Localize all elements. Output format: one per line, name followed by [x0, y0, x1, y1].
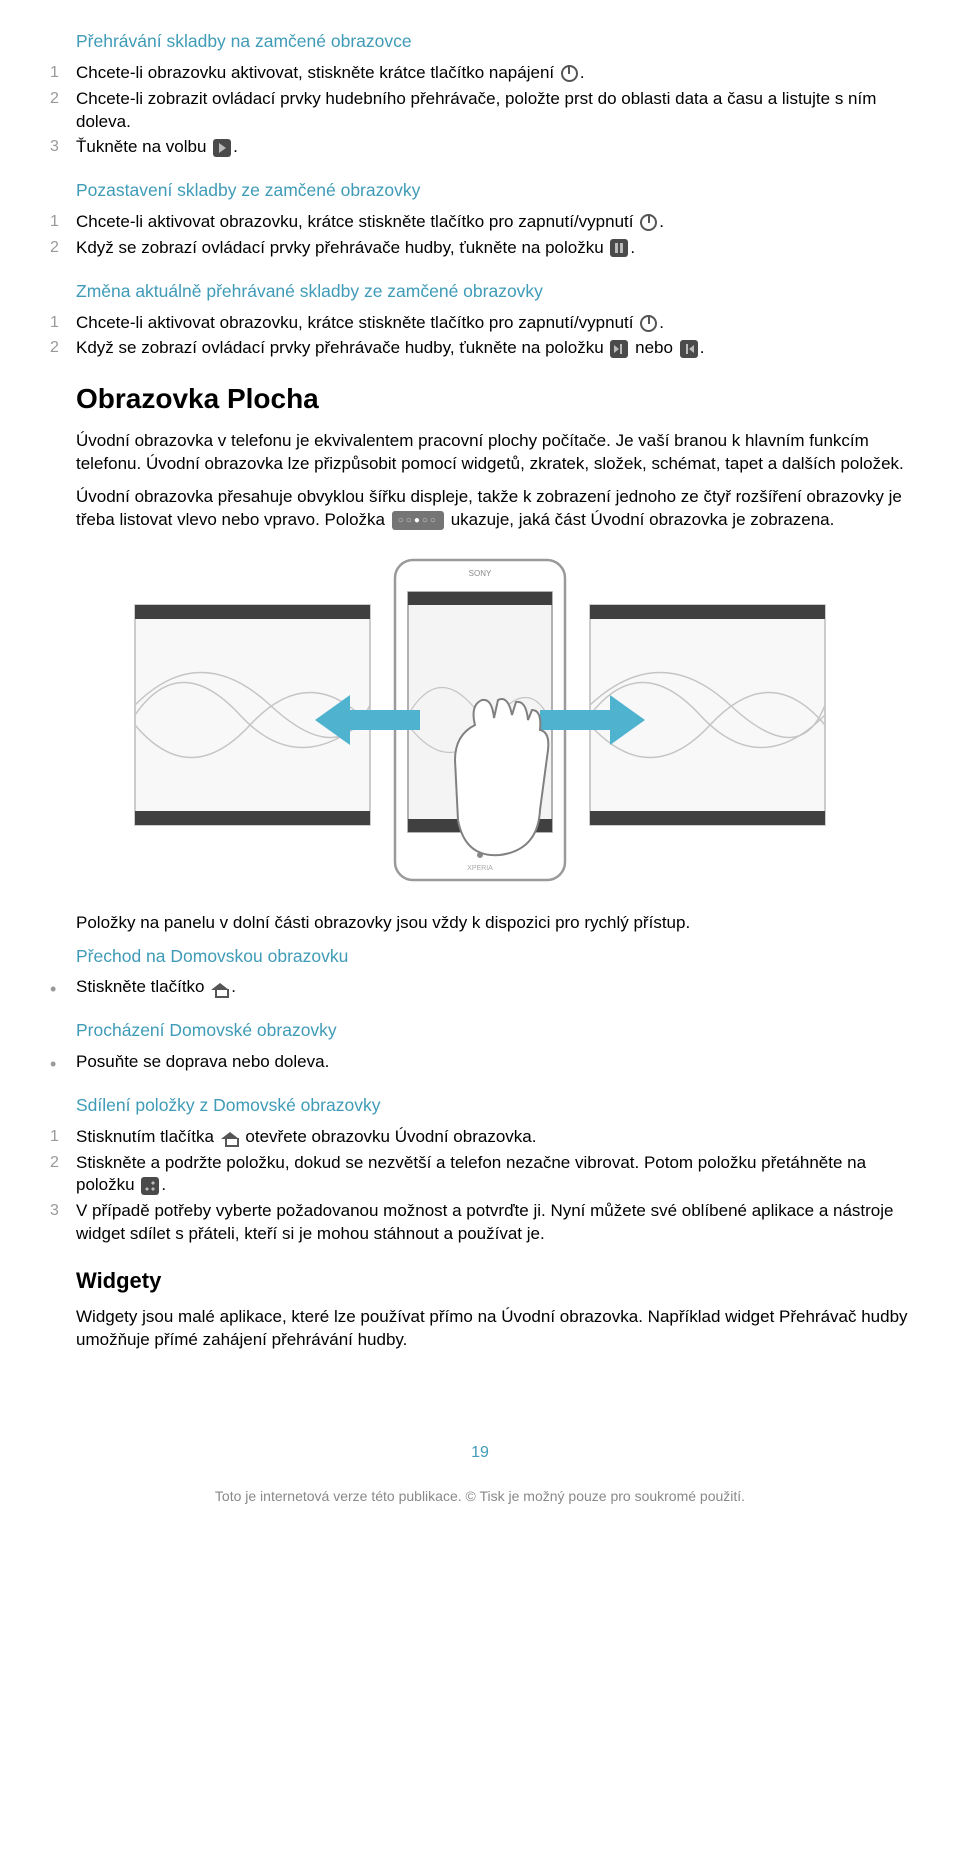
list-item: 3 V případě potřeby vyberte požadovanou … [50, 1200, 910, 1246]
share-icon [141, 1177, 159, 1195]
list-text: Stiskněte tlačítko . [76, 976, 910, 999]
text: . [659, 313, 664, 332]
list-text: Chcete-li aktivovat obrazovku, krátce st… [76, 312, 910, 335]
list-item: 1 Chcete-li aktivovat obrazovku, krátce … [50, 312, 910, 335]
text: Když se zobrazí ovládací prvky přehrávač… [76, 338, 608, 357]
section-title-browse-home: Procházení Domovské obrazovky [76, 1019, 910, 1043]
list-item: 1 Chcete-li obrazovku aktivovat, stiskně… [50, 62, 910, 85]
list-change-track-locked: 1 Chcete-li aktivovat obrazovku, krátce … [50, 312, 910, 361]
page-footer: 19 Toto je internetová verze této publik… [50, 1442, 910, 1506]
list-item: 2 Stiskněte a podržte položku, dokud se … [50, 1152, 910, 1198]
text: . [231, 977, 236, 996]
list-item: 1 Chcete-li aktivovat obrazovku, krátce … [50, 211, 910, 234]
paragraph: Úvodní obrazovka přesahuje obvyklou šířk… [76, 486, 910, 532]
list-playback-locked: 1 Chcete-li obrazovku aktivovat, stiskně… [50, 62, 910, 160]
list-text: V případě potřeby vyberte požadovanou mo… [76, 1200, 910, 1246]
list-number: 1 [50, 1126, 76, 1148]
paragraph: Úvodní obrazovka v telefonu je ekvivalen… [76, 430, 910, 476]
list-item: 3 Ťukněte na volbu . [50, 136, 910, 159]
section-title-go-home: Přechod na Domovskou obrazovku [76, 945, 910, 969]
text: nebo [630, 338, 677, 357]
text: Ťukněte na volbu [76, 137, 211, 156]
text: otevřete obrazovku Úvodní obrazovka. [241, 1127, 537, 1146]
list-number: 2 [50, 237, 76, 259]
list-number: 1 [50, 62, 76, 84]
play-icon [213, 139, 231, 157]
paragraph: Widgety jsou malé aplikace, které lze po… [76, 1306, 910, 1352]
list-text: Chcete-li zobrazit ovládací prvky hudebn… [76, 88, 910, 134]
list-share-home-item: 1 Stisknutím tlačítka otevřete obrazovku… [50, 1126, 910, 1247]
text: . [233, 137, 238, 156]
text: Stiskněte a podržte položku, dokud se ne… [76, 1153, 866, 1195]
svg-text:XPERIA: XPERIA [467, 865, 493, 872]
list-text: Stiskněte a podržte položku, dokud se ne… [76, 1152, 910, 1198]
list-number: 2 [50, 88, 76, 110]
pause-icon [610, 239, 628, 257]
list-text: Chcete-li obrazovku aktivovat, stiskněte… [76, 62, 910, 85]
list-text: Ťukněte na volbu . [76, 136, 910, 159]
text: . [630, 238, 635, 257]
text: Chcete-li obrazovku aktivovat, stiskněte… [76, 63, 559, 82]
power-icon [561, 65, 578, 82]
list-item: 1 Stisknutím tlačítka otevřete obrazovku… [50, 1126, 910, 1149]
text: . [580, 63, 585, 82]
text: . [700, 338, 705, 357]
list-text: Stisknutím tlačítka otevřete obrazovku Ú… [76, 1126, 910, 1149]
list-item: 2 Když se zobrazí ovládací prvky přehráv… [50, 337, 910, 360]
heading-home-screen: Obrazovka Plocha [76, 380, 910, 418]
text: Stiskněte tlačítko [76, 977, 209, 996]
bullet: • [50, 976, 76, 998]
text: Chcete-li aktivovat obrazovku, krátce st… [76, 313, 638, 332]
list-number: 1 [50, 312, 76, 334]
prev-track-icon [680, 340, 698, 358]
list-number: 2 [50, 1152, 76, 1174]
list-item: • Posuňte se doprava nebo doleva. [50, 1051, 910, 1074]
paragraph: Položky na panelu v dolní části obrazovk… [76, 912, 910, 935]
bullet: • [50, 1051, 76, 1073]
list-number: 1 [50, 211, 76, 233]
text: Když se zobrazí ovládací prvky přehrávač… [76, 238, 608, 257]
list-text: Když se zobrazí ovládací prvky přehrávač… [76, 337, 910, 360]
home-icon [211, 980, 229, 996]
list-pause-locked: 1 Chcete-li aktivovat obrazovku, krátce … [50, 211, 910, 260]
home-screen-swipe-illustration: SONY XPERIA [120, 550, 840, 890]
list-item: 2 Když se zobrazí ovládací prvky přehráv… [50, 237, 910, 260]
text: . [161, 1175, 166, 1194]
section-title-pause-locked: Pozastavení skladby ze zamčené obrazovky [76, 179, 910, 203]
section-title-share-home-item: Sdílení položky z Domovské obrazovky [76, 1094, 910, 1118]
svg-text:SONY: SONY [469, 569, 492, 578]
page-number: 19 [50, 1442, 910, 1464]
section-title-change-track-locked: Změna aktuálně přehrávané skladby ze zam… [76, 280, 910, 304]
text: Stisknutím tlačítka [76, 1127, 219, 1146]
list-number: 3 [50, 1200, 76, 1222]
text: ukazuje, jaká část Úvodní obrazovka je z… [446, 510, 834, 529]
list-go-home: • Stiskněte tlačítko . [50, 976, 910, 999]
text: . [659, 212, 664, 231]
list-number: 2 [50, 337, 76, 359]
section-title-playback-locked: Přehrávání skladby na zamčené obrazovce [76, 30, 910, 54]
heading-widgets: Widgety [76, 1266, 910, 1296]
next-track-icon [610, 340, 628, 358]
power-icon [640, 315, 657, 332]
list-text: Posuňte se doprava nebo doleva. [76, 1051, 910, 1074]
list-text: Chcete-li aktivovat obrazovku, krátce st… [76, 211, 910, 234]
power-icon [640, 214, 657, 231]
footer-note: Toto je internetová verze této publikace… [50, 1487, 910, 1506]
list-browse-home: • Posuňte se doprava nebo doleva. [50, 1051, 910, 1074]
page-indicator-icon: ○○●○○ [392, 511, 444, 531]
list-item: • Stiskněte tlačítko . [50, 976, 910, 999]
list-item: 2 Chcete-li zobrazit ovládací prvky hude… [50, 88, 910, 134]
list-text: Když se zobrazí ovládací prvky přehrávač… [76, 237, 910, 260]
home-icon [221, 1129, 239, 1145]
text: Chcete-li aktivovat obrazovku, krátce st… [76, 212, 638, 231]
list-number: 3 [50, 136, 76, 158]
